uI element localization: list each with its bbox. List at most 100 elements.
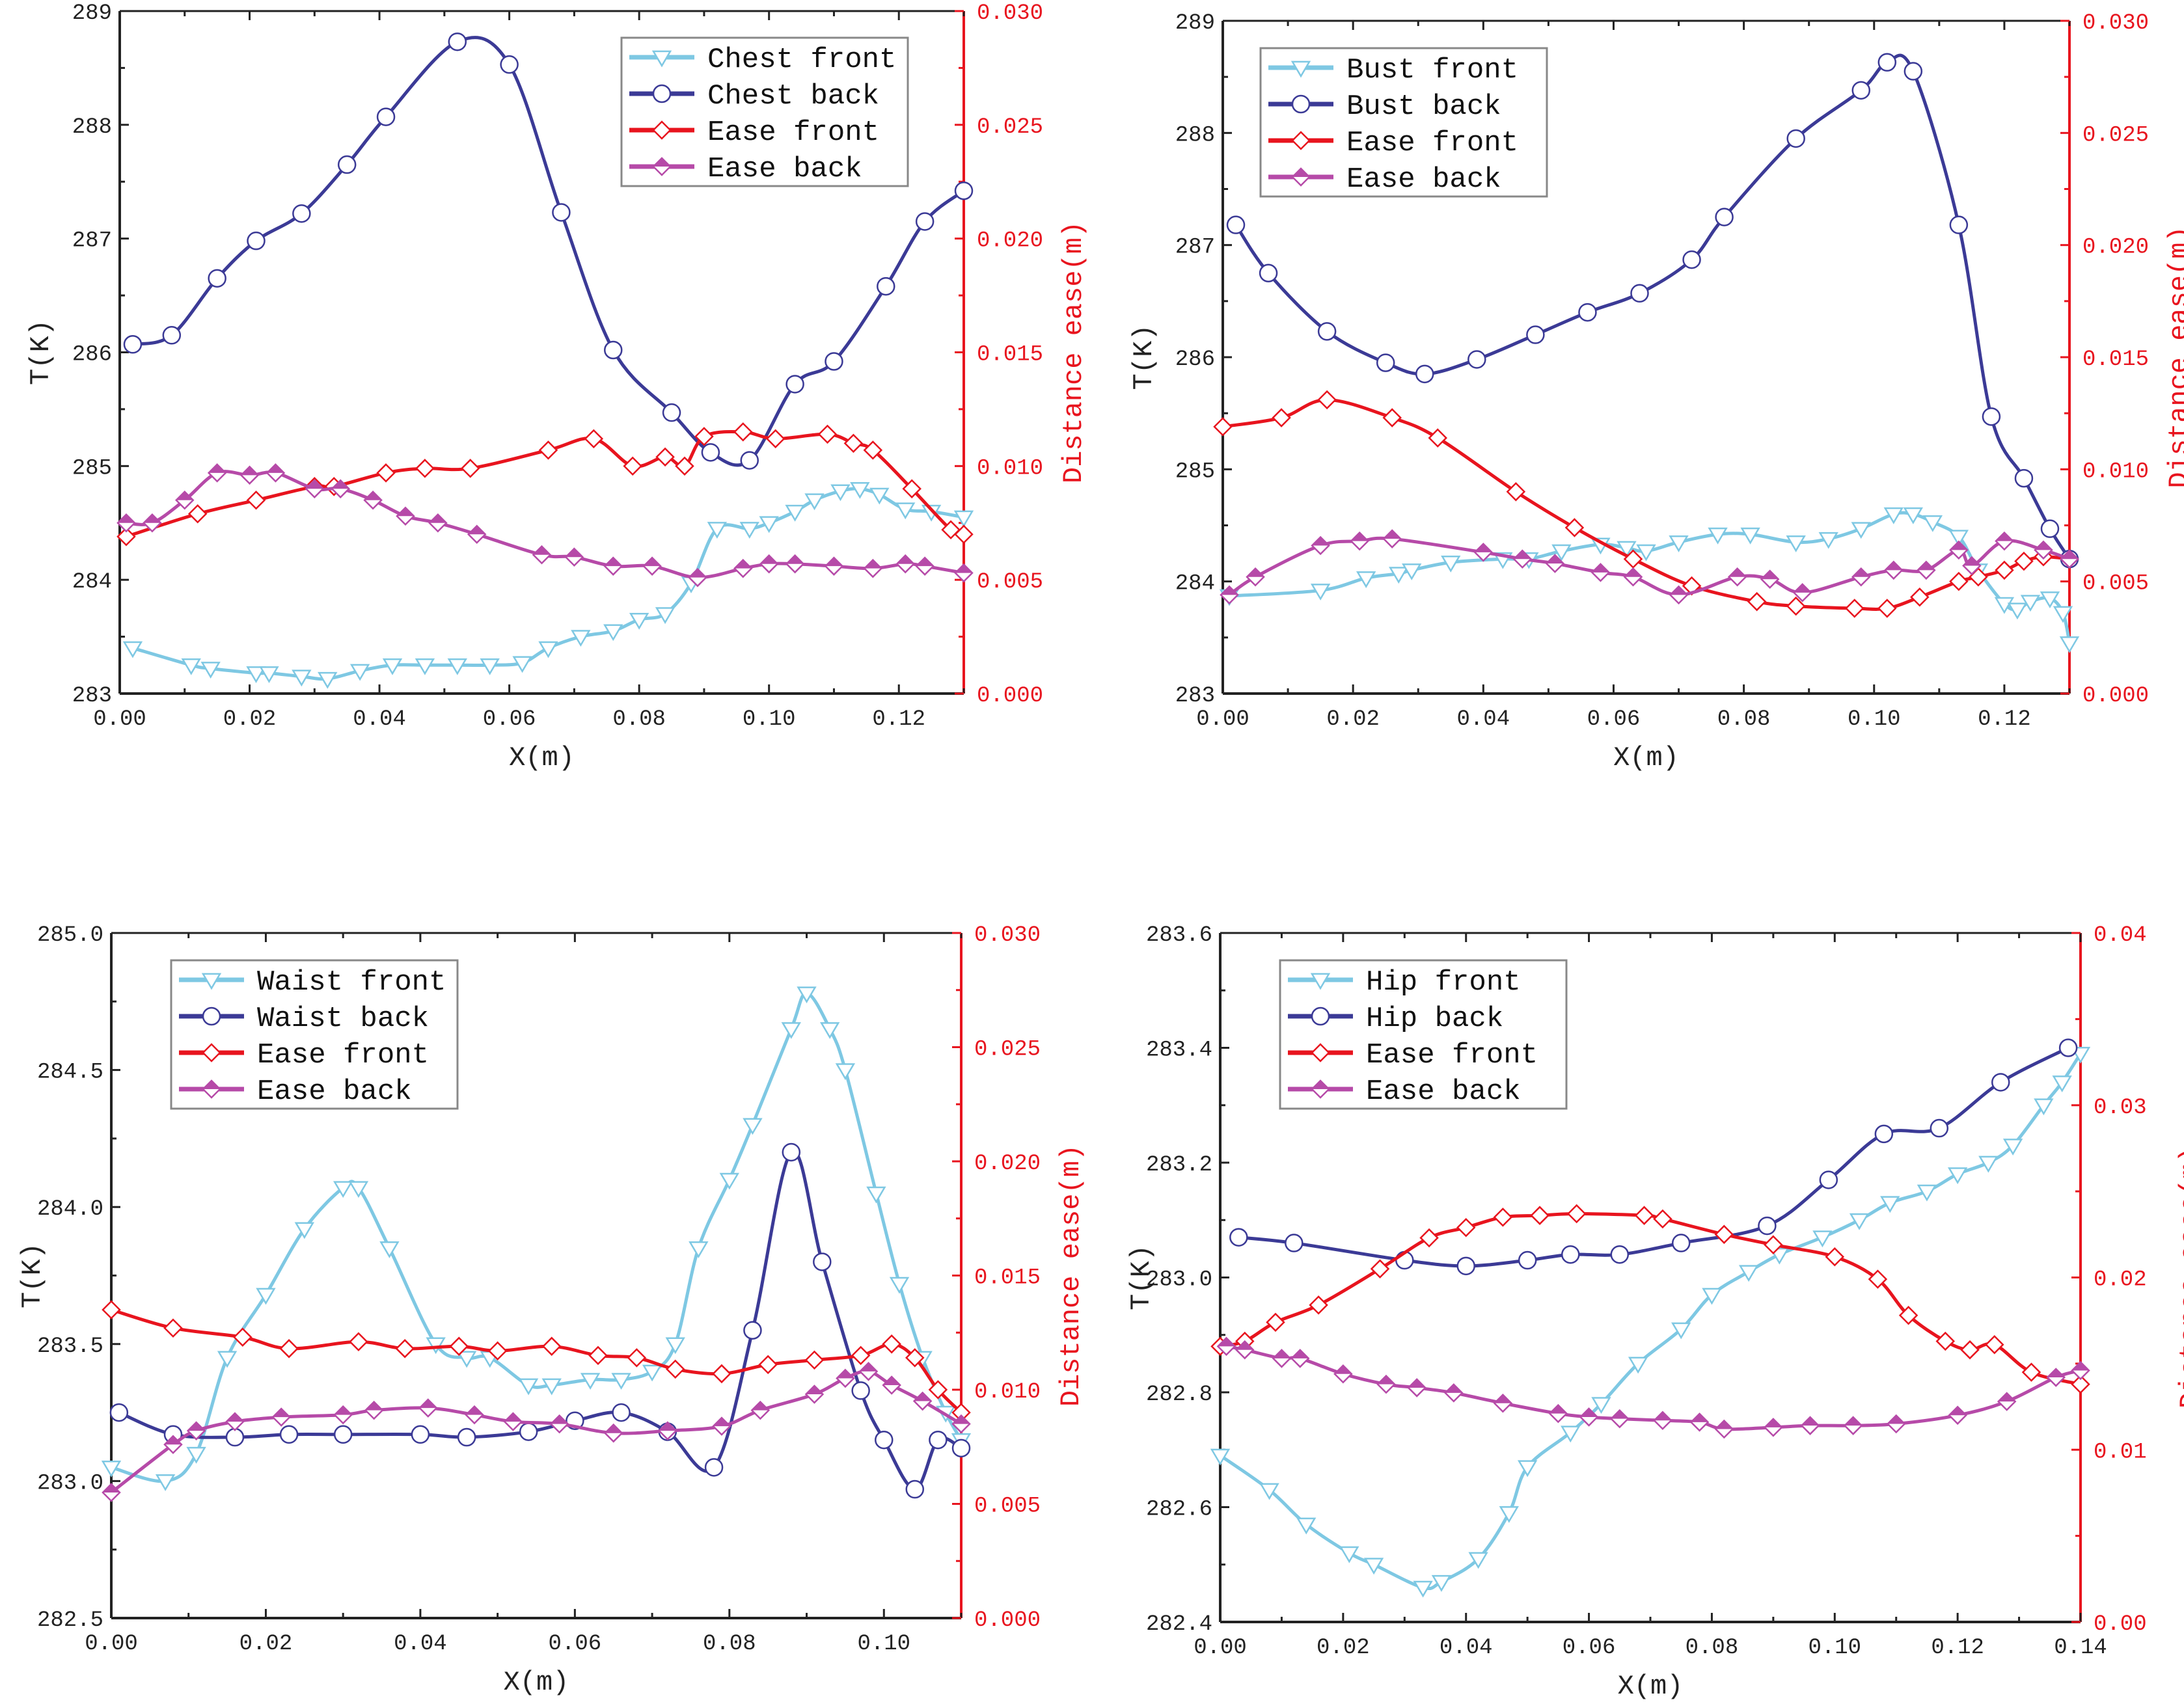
data-point (186, 1446, 206, 1464)
data-point (552, 203, 571, 222)
data-point (1630, 284, 1649, 303)
data-point (1825, 1247, 1845, 1267)
data-point-fill (659, 1422, 676, 1431)
data-point (1818, 532, 1838, 549)
legend-item: Waist back (179, 1003, 429, 1035)
data-point (376, 107, 396, 126)
y2-tick-label: 0.015 (974, 1266, 1041, 1291)
legend-label: Ease front (257, 1039, 429, 1072)
series-ease-front (102, 1300, 971, 1422)
data-point (1903, 507, 1924, 524)
data-point (279, 1339, 299, 1358)
data-point-fill (334, 1406, 352, 1415)
y-tick-label: 283.0 (1146, 1268, 1212, 1293)
y2-tick-label: 0.005 (974, 1494, 1041, 1519)
data-point (1877, 53, 1897, 72)
y-tick-label: 288 (1175, 123, 1215, 148)
data-point (707, 522, 728, 539)
data-point (208, 269, 226, 288)
x-axis-label: X(m) (509, 742, 575, 774)
series-bust-back (1226, 53, 2079, 569)
x-tick-label: 0.02 (1317, 1636, 1370, 1660)
data-point (1786, 596, 1806, 616)
data-point (743, 1118, 763, 1135)
data-point (1564, 518, 1585, 537)
data-point (1982, 407, 2001, 426)
data-point (1266, 1312, 1285, 1332)
data-point (804, 493, 825, 511)
data-point-fill (241, 466, 258, 476)
data-point (804, 1350, 825, 1370)
data-point (580, 1373, 601, 1390)
legend-item: Ease back (1268, 163, 1501, 196)
data-point (1376, 353, 1395, 372)
legend-item: Ease back (1288, 1075, 1521, 1108)
data-point (662, 403, 681, 422)
data-point-fill (187, 1422, 205, 1431)
data-point (348, 1181, 369, 1198)
data-point-fill (1408, 1379, 1426, 1388)
data-point-fill (176, 491, 193, 500)
data-point (122, 641, 143, 658)
data-point (704, 1458, 724, 1477)
data-point-fill (332, 480, 349, 489)
data-point (256, 1288, 276, 1305)
data-point (954, 524, 974, 545)
data-point (1874, 1124, 1894, 1144)
data-point-fill (914, 1392, 931, 1401)
data-point (1949, 571, 1969, 591)
data-point (1493, 1208, 1513, 1227)
data-point (1310, 584, 1331, 601)
data-point-fill (864, 560, 882, 569)
data-point (1740, 527, 1760, 545)
legend-marker (1291, 131, 1311, 150)
data-point (612, 1403, 631, 1422)
data-point (1868, 1269, 1888, 1289)
data-point (825, 352, 843, 371)
legend-box (1279, 959, 1568, 1110)
data-point-fill (955, 564, 972, 573)
x-axis-label: X(m) (1613, 742, 1679, 774)
data-point (382, 658, 403, 675)
data-point-fill (103, 1483, 120, 1493)
data-point (1904, 62, 1923, 81)
data-point (1786, 535, 1806, 552)
data-point (1467, 350, 1486, 369)
data-point (1880, 1196, 1900, 1213)
x-tick-label: 0.00 (1196, 707, 1249, 732)
data-point (2059, 636, 2080, 653)
series-chest-back (123, 32, 974, 470)
legend-item: Hip front (1288, 966, 1521, 999)
data-point (819, 1022, 840, 1039)
legend-label: Ease front (1366, 1039, 1538, 1072)
data-point (1456, 1217, 1476, 1237)
legend-label: Bust front (1346, 54, 1518, 87)
data-point (665, 1359, 685, 1379)
data-point (603, 340, 623, 360)
data-point (518, 1378, 539, 1396)
y-axis-label: T(K) (1128, 325, 1160, 390)
y2-tick-label: 0.03 (2094, 1096, 2147, 1120)
data-point-fill (1445, 1384, 1462, 1393)
data-point-fill (1654, 1412, 1671, 1421)
data-point (162, 326, 182, 345)
y-axis-label: T(K) (17, 1243, 48, 1308)
data-point (603, 624, 623, 642)
y2-tick-label: 0.000 (2082, 684, 2149, 709)
legend-label: Ease back (1366, 1075, 1521, 1108)
data-point (863, 440, 883, 460)
data-point (487, 1341, 508, 1361)
y-tick-label: 284.5 (37, 1060, 103, 1085)
data-point (928, 1380, 948, 1399)
legend-item: Bust front (1268, 54, 1518, 87)
data-point (1309, 1295, 1328, 1315)
y-tick-label: 282.4 (1146, 1612, 1212, 1637)
data-point (781, 1022, 801, 1039)
x-tick-label: 0.08 (1717, 707, 1771, 732)
data-point (460, 459, 480, 478)
data-point (712, 1364, 731, 1384)
series-ease-back (1216, 1336, 2090, 1439)
legend-marker (651, 50, 672, 68)
x-tick-label: 0.02 (223, 707, 277, 732)
